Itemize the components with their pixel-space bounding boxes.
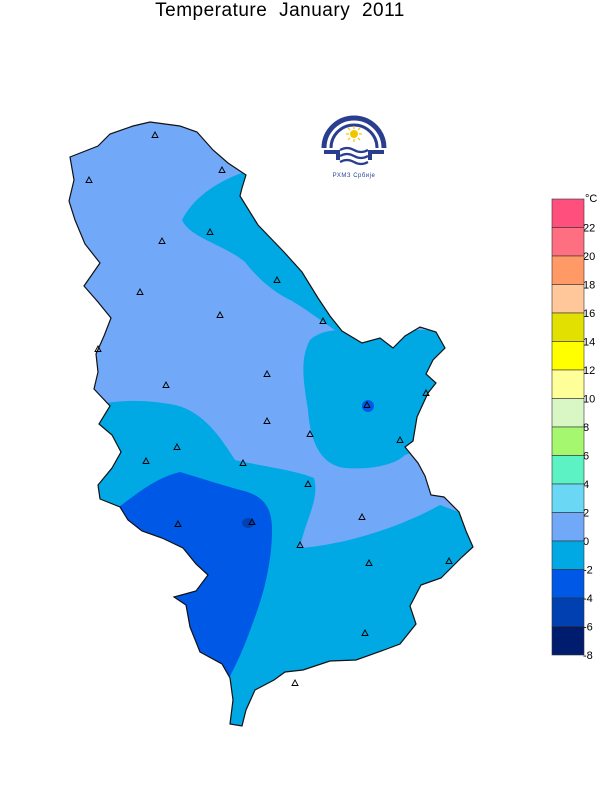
legend-label: 4 [583, 479, 589, 491]
svg-text:РХМЗ Србије: РХМЗ Србије [333, 173, 376, 179]
station-marker-icon [248, 518, 256, 525]
legend-label: -8 [583, 650, 593, 662]
legend-swatch [551, 255, 585, 285]
station-marker-icon [296, 541, 304, 548]
legend-swatch [551, 426, 585, 456]
station-marker-icon [445, 557, 453, 564]
station-marker-icon [273, 276, 281, 283]
legend-swatch [551, 483, 585, 513]
station-marker-icon [422, 389, 430, 396]
station-marker-icon [306, 430, 314, 437]
legend-label: 0 [583, 536, 589, 548]
map-body [69, 122, 473, 726]
station-marker-icon [291, 679, 299, 686]
legend-label: 6 [583, 451, 589, 463]
legend-label: 18 [583, 280, 595, 292]
station-marker-icon [239, 459, 247, 466]
legend-swatch [551, 198, 585, 228]
legend-swatch [551, 227, 585, 257]
station-marker-icon [85, 176, 93, 183]
zone-minus4-spot [362, 400, 374, 412]
station-marker-icon [173, 443, 181, 450]
sun-icon [350, 130, 358, 138]
legend-label: 14 [583, 337, 595, 349]
station-marker-icon [151, 131, 159, 138]
legend-label: 20 [583, 251, 595, 263]
legend-label: -2 [583, 565, 593, 577]
weather-stations [85, 131, 453, 686]
map-title: Temperature January 2011 [155, 0, 405, 21]
station-marker-icon [363, 401, 371, 408]
station-marker-icon [94, 345, 102, 352]
zone-minus2-to-0-east [303, 329, 470, 469]
legend-label: 12 [583, 365, 595, 377]
station-marker-icon [142, 457, 150, 464]
station-marker-icon [358, 513, 366, 520]
legend-swatch [551, 569, 585, 599]
station-marker-icon [263, 417, 271, 424]
legend-swatch [551, 597, 585, 627]
station-marker-icon [216, 311, 224, 318]
legend-swatch [551, 512, 585, 542]
legend-label: -4 [583, 593, 593, 605]
legend-label: 16 [583, 308, 595, 320]
legend-label: 8 [583, 422, 589, 434]
legend-label: 2 [583, 508, 589, 520]
legend-swatch [551, 341, 585, 371]
legend-swatch [551, 312, 585, 342]
station-marker-icon [304, 480, 312, 487]
legend-swatch [551, 540, 585, 570]
station-marker-icon [206, 228, 214, 235]
legend-label: -6 [583, 622, 593, 634]
legend-label: 22 [583, 223, 595, 235]
station-marker-icon [218, 166, 226, 173]
legend-swatch [551, 626, 585, 656]
legend-label: 10 [583, 394, 595, 406]
legend-swatch [551, 398, 585, 428]
legend-swatch [551, 284, 585, 314]
station-marker-icon [158, 237, 166, 244]
station-marker-icon [174, 520, 182, 527]
station-marker-icon [263, 370, 271, 377]
station-marker-icon [365, 559, 373, 566]
station-marker-icon [361, 629, 369, 636]
station-marker-icon [319, 317, 327, 324]
legend-swatch [551, 369, 585, 399]
rhmz-logo: РХМЗ Србије [319, 111, 389, 181]
station-marker-icon [162, 381, 170, 388]
legend-swatch [551, 455, 585, 485]
legend-unit: °C [585, 193, 597, 205]
station-marker-icon [136, 288, 144, 295]
station-marker-icon [396, 436, 404, 443]
